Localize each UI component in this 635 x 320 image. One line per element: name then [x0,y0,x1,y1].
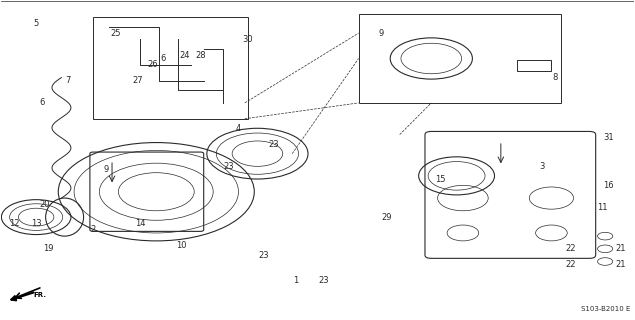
Bar [517,60,551,71]
Text: 10: 10 [177,241,187,250]
Text: 9: 9 [103,165,109,174]
Text: 21: 21 [616,260,626,269]
Text: 5: 5 [34,19,39,28]
Text: 16: 16 [603,181,613,190]
Text: 11: 11 [597,203,607,212]
Text: 24: 24 [180,51,190,60]
Text: 23: 23 [224,162,234,171]
Text: 23: 23 [319,276,329,285]
Text: 9: 9 [378,28,384,38]
Text: 29: 29 [382,212,392,222]
Text: 19: 19 [44,244,54,253]
Text: FR.: FR. [33,292,46,298]
Text: 25: 25 [110,28,121,38]
Text: 23: 23 [258,251,269,260]
Bar [93,17,248,119]
Text: 3: 3 [539,162,545,171]
Text: S103-B2010 E: S103-B2010 E [581,306,631,312]
Text: 8: 8 [552,73,558,82]
Text: 6: 6 [160,54,165,63]
Text: 1: 1 [293,276,298,285]
Text: 14: 14 [135,219,145,228]
Text: 31: 31 [603,133,613,142]
Text: 22: 22 [565,244,576,253]
Text: 21: 21 [616,244,626,253]
Text: 22: 22 [565,260,576,269]
Text: 15: 15 [436,174,446,184]
Text: 12: 12 [9,219,19,228]
Text: 23: 23 [268,140,279,148]
Text: 2: 2 [90,225,96,234]
Text: 4: 4 [236,124,241,133]
Text: 28: 28 [195,51,206,60]
Text: 7: 7 [65,76,70,85]
Text: 6: 6 [40,99,45,108]
Text: 26: 26 [148,60,159,69]
Text: 30: 30 [243,35,253,44]
Text: 13: 13 [31,219,41,228]
Text: 27: 27 [132,76,143,85]
Bar [359,14,561,103]
Text: 20: 20 [39,200,50,209]
